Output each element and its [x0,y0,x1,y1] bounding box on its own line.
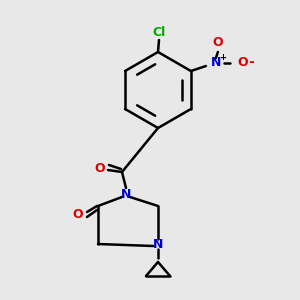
Text: +: + [219,53,226,62]
Text: -: - [248,55,254,69]
Text: Cl: Cl [152,26,166,38]
Text: O: O [95,161,105,175]
Text: O: O [213,37,223,50]
Text: N: N [121,188,131,200]
Text: N: N [211,56,221,70]
Text: O: O [238,56,248,70]
Text: O: O [73,208,83,220]
Text: N: N [153,238,163,250]
